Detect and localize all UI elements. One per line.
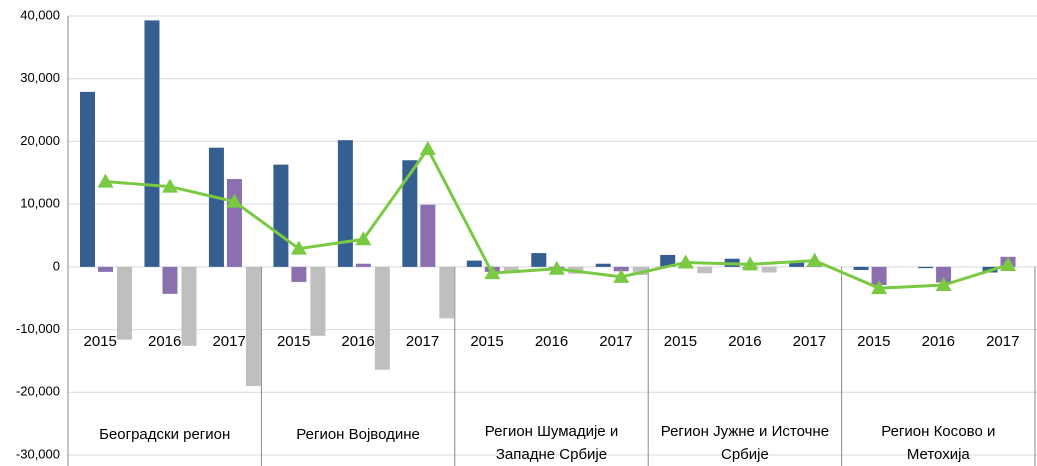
bar xyxy=(420,204,436,267)
line-marker xyxy=(871,280,888,295)
bar xyxy=(144,20,160,267)
line-marker xyxy=(806,252,823,267)
bar xyxy=(226,179,242,267)
x-tick-label: 2017 xyxy=(406,333,439,350)
x-tick-label: 2017 xyxy=(212,333,245,350)
line-marker xyxy=(742,256,759,271)
bar xyxy=(853,266,869,270)
line-marker xyxy=(226,193,243,208)
bar xyxy=(466,260,482,267)
x-tick-label: 2017 xyxy=(986,333,1019,350)
bar xyxy=(503,266,519,274)
x-tick-label: 2016 xyxy=(341,333,374,350)
line-marker xyxy=(548,260,565,275)
x-tick-label: 2016 xyxy=(728,333,761,350)
line-marker xyxy=(419,140,436,155)
x-tick-label: 2016 xyxy=(148,333,181,350)
line-marker xyxy=(484,265,501,280)
group-label: Западне Србије xyxy=(496,446,607,463)
x-tick-label: 2016 xyxy=(535,333,568,350)
bar xyxy=(162,266,178,294)
y-tick-label: 30,000 xyxy=(20,70,60,85)
group-label: Регион Јужне и Источне xyxy=(661,423,829,440)
line-marker xyxy=(290,240,307,255)
line-marker xyxy=(97,173,114,188)
line-marker xyxy=(161,178,178,193)
y-tick-label: 0 xyxy=(53,258,60,273)
bar xyxy=(245,266,261,387)
x-tick-label: 2016 xyxy=(922,333,955,350)
bar xyxy=(273,164,289,267)
x-tick-label: 2017 xyxy=(599,333,632,350)
bar xyxy=(98,266,113,272)
bar xyxy=(181,266,197,346)
y-tick-label: 10,000 xyxy=(20,196,60,211)
x-tick-label: 2015 xyxy=(664,333,697,350)
group-label: Регион Војводине xyxy=(296,426,420,443)
line-marker xyxy=(1000,256,1017,271)
bar xyxy=(595,263,611,267)
line-marker xyxy=(355,231,372,246)
bar xyxy=(374,266,390,370)
bar xyxy=(632,266,648,276)
bar xyxy=(117,266,132,340)
y-tick-label: -30,000 xyxy=(16,446,60,461)
x-tick-label: 2015 xyxy=(857,333,890,350)
y-tick-label: -20,000 xyxy=(16,384,60,399)
bar xyxy=(697,266,713,274)
bar xyxy=(402,160,418,267)
group-label: Регион Косово и xyxy=(881,423,995,440)
x-tick-label: 2015 xyxy=(84,333,117,350)
bar xyxy=(310,266,326,336)
bar xyxy=(789,261,805,267)
line-marker xyxy=(677,254,694,269)
x-tick-label: 2015 xyxy=(470,333,503,350)
bar xyxy=(761,266,777,273)
bar xyxy=(936,266,952,283)
bar xyxy=(871,266,887,286)
line-marker xyxy=(935,277,952,292)
bar xyxy=(208,147,224,267)
group-label: Регион Шумадије и xyxy=(485,423,618,440)
y-tick-label: 40,000 xyxy=(20,7,60,22)
y-tick-label: 20,000 xyxy=(20,133,60,148)
group-label: Србије xyxy=(721,446,769,463)
line-marker xyxy=(613,268,630,283)
bar xyxy=(80,91,95,267)
bar xyxy=(439,266,455,319)
x-tick-label: 2015 xyxy=(277,333,310,350)
bar xyxy=(918,266,934,269)
bar xyxy=(337,140,353,267)
y-tick-label: -10,000 xyxy=(16,321,60,336)
bar xyxy=(355,263,371,267)
bar xyxy=(660,254,676,267)
bar xyxy=(531,253,547,267)
x-tick-label: 2017 xyxy=(793,333,826,350)
bar xyxy=(291,266,307,282)
group-label: Метохија xyxy=(907,446,971,463)
group-label: Београдски регион xyxy=(99,426,230,443)
